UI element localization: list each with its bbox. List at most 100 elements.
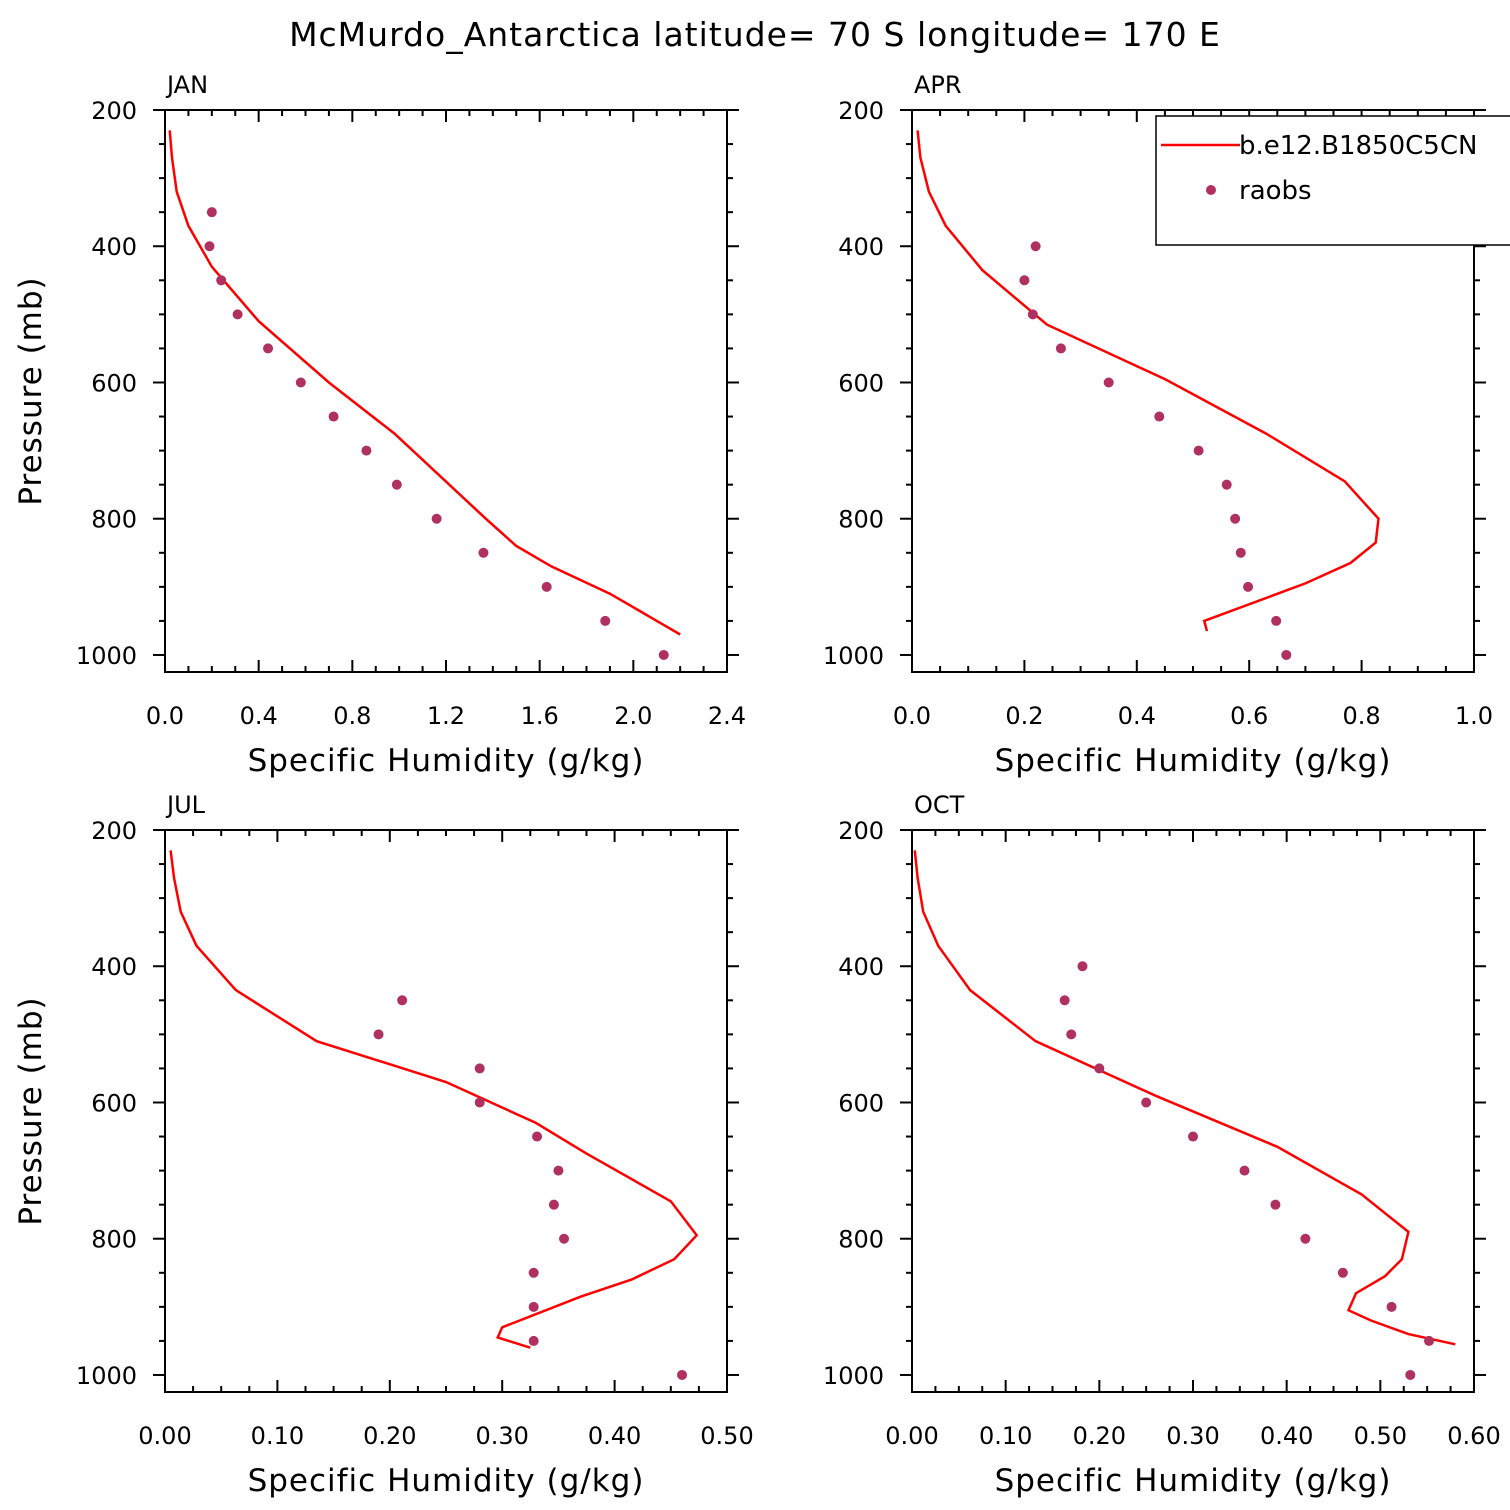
x-axis-label: Specific Humidity (g/kg) bbox=[995, 1463, 1392, 1499]
raobs-point bbox=[1103, 377, 1114, 388]
panel-title: JAN bbox=[165, 71, 208, 99]
raobs-point bbox=[216, 275, 227, 286]
y-tick-label: 1000 bbox=[76, 642, 137, 670]
raobs-point bbox=[528, 1301, 539, 1312]
plot-frame bbox=[164, 829, 728, 1393]
x-axis-label: Specific Humidity (g/kg) bbox=[248, 1463, 645, 1499]
panel-title: APR bbox=[914, 71, 962, 99]
x-tick-label: 0.60 bbox=[1447, 1422, 1500, 1450]
x-tick-label: 0.2 bbox=[1005, 702, 1043, 730]
panel-jul: JUL 0.00 0.10 0.20 0.30 0.40 0.50 200 400 600 800… bbox=[13, 791, 754, 1499]
raobs-point bbox=[373, 1029, 384, 1040]
raobs-point bbox=[204, 241, 215, 252]
y-axis-label: Pressure (mb) bbox=[13, 996, 49, 1225]
raobs-point bbox=[1019, 275, 1030, 286]
y-tick-label: 400 bbox=[91, 953, 137, 981]
raobs-point bbox=[361, 445, 372, 456]
y-tick-label: 800 bbox=[838, 506, 884, 534]
raobs-point bbox=[541, 581, 552, 592]
legend-label-raobs: raobs bbox=[1239, 176, 1312, 206]
raobs-point bbox=[1066, 1029, 1077, 1040]
raobs-point bbox=[1055, 343, 1066, 354]
legend-box bbox=[1155, 115, 1510, 246]
raobs-point bbox=[474, 1063, 485, 1074]
raobs-point bbox=[1239, 1165, 1250, 1176]
y-tick-label: 200 bbox=[838, 817, 884, 845]
model-series-line bbox=[169, 850, 699, 1349]
raobs-point bbox=[1230, 513, 1241, 524]
model-series-line bbox=[916, 130, 1380, 632]
y-tick-label: 600 bbox=[91, 1089, 137, 1117]
raobs-point bbox=[532, 1131, 543, 1142]
raobs-point bbox=[328, 411, 339, 422]
raobs-point bbox=[1027, 309, 1038, 320]
x-axis-label: Specific Humidity (g/kg) bbox=[248, 743, 645, 779]
x-tick-label: 0.40 bbox=[588, 1422, 641, 1450]
raobs-point bbox=[1300, 1233, 1311, 1244]
panel-title: OCT bbox=[914, 791, 965, 819]
x-tick-label: 1.6 bbox=[521, 702, 559, 730]
raobs-point bbox=[1141, 1097, 1152, 1108]
x-tick-label: 0.50 bbox=[700, 1422, 753, 1450]
raobs-point bbox=[263, 343, 274, 354]
raobs-point bbox=[553, 1165, 564, 1176]
raobs-point bbox=[1405, 1369, 1416, 1380]
raobs-point bbox=[474, 1097, 485, 1108]
panel-oct: OCT 0.00 0.10 0.20 0.30 0.40 0.50 0.60 200 400 60… bbox=[823, 791, 1501, 1499]
x-tick-label: 0.10 bbox=[979, 1422, 1032, 1450]
plot-frame bbox=[164, 109, 728, 673]
raobs-point bbox=[232, 309, 243, 320]
y-tick-label: 400 bbox=[838, 233, 884, 261]
x-tick-label: 1.0 bbox=[1455, 702, 1493, 730]
raobs-point bbox=[295, 377, 306, 388]
raobs-point bbox=[478, 547, 489, 558]
x-tick-label: 0.8 bbox=[333, 702, 371, 730]
x-tick-label: 0.20 bbox=[363, 1422, 416, 1450]
raobs-point bbox=[206, 207, 217, 218]
y-tick-label: 1000 bbox=[823, 1362, 884, 1390]
legend: b.e12.B1850C5CN raobs bbox=[1155, 115, 1510, 246]
x-tick-label: 2.0 bbox=[614, 702, 652, 730]
raobs-point bbox=[1059, 995, 1070, 1006]
raobs-point bbox=[1386, 1301, 1397, 1312]
y-tick-label: 600 bbox=[838, 1089, 884, 1117]
x-tick-label: 0.30 bbox=[475, 1422, 528, 1450]
figure-title: McMurdo_Antarctica latitude= 70 S longit… bbox=[289, 15, 1221, 54]
x-tick-label: 0.8 bbox=[1343, 702, 1381, 730]
x-tick-label: 0.0 bbox=[146, 702, 184, 730]
y-tick-label: 1000 bbox=[76, 1362, 137, 1390]
raobs-point bbox=[528, 1267, 539, 1278]
raobs-point bbox=[1337, 1267, 1348, 1278]
raobs-point bbox=[1193, 445, 1204, 456]
y-axis-label: Pressure (mb) bbox=[13, 276, 49, 505]
raobs-point bbox=[528, 1335, 539, 1346]
x-tick-label: 0.30 bbox=[1166, 1422, 1219, 1450]
raobs-point bbox=[1235, 547, 1246, 558]
raobs-point bbox=[1271, 615, 1282, 626]
y-tick-label: 600 bbox=[838, 369, 884, 397]
y-tick-label: 200 bbox=[838, 97, 884, 125]
x-tick-label: 0.00 bbox=[885, 1422, 938, 1450]
model-series-line bbox=[168, 130, 681, 636]
raobs-point bbox=[658, 649, 669, 660]
x-tick-label: 0.00 bbox=[138, 1422, 191, 1450]
raobs-point bbox=[1188, 1131, 1198, 1142]
raobs-point bbox=[1424, 1335, 1435, 1346]
raobs-point bbox=[559, 1233, 570, 1244]
x-tick-label: 0.4 bbox=[240, 702, 278, 730]
x-tick-label: 0.4 bbox=[1118, 702, 1156, 730]
panel-title: JUL bbox=[165, 791, 206, 819]
raobs-point bbox=[1094, 1063, 1105, 1074]
legend-marker-swatch bbox=[1206, 185, 1216, 195]
legend-label-model: b.e12.B1850C5CN bbox=[1239, 131, 1477, 161]
y-tick-label: 1000 bbox=[823, 642, 884, 670]
x-axis-label: Specific Humidity (g/kg) bbox=[995, 743, 1392, 779]
model-series-line bbox=[913, 850, 1456, 1346]
raobs-point bbox=[600, 615, 611, 626]
raobs-point bbox=[1281, 649, 1292, 660]
x-tick-label: 0.20 bbox=[1073, 1422, 1126, 1450]
x-tick-label: 0.40 bbox=[1260, 1422, 1313, 1450]
raobs-point bbox=[431, 513, 442, 524]
y-tick-label: 800 bbox=[838, 1226, 884, 1254]
